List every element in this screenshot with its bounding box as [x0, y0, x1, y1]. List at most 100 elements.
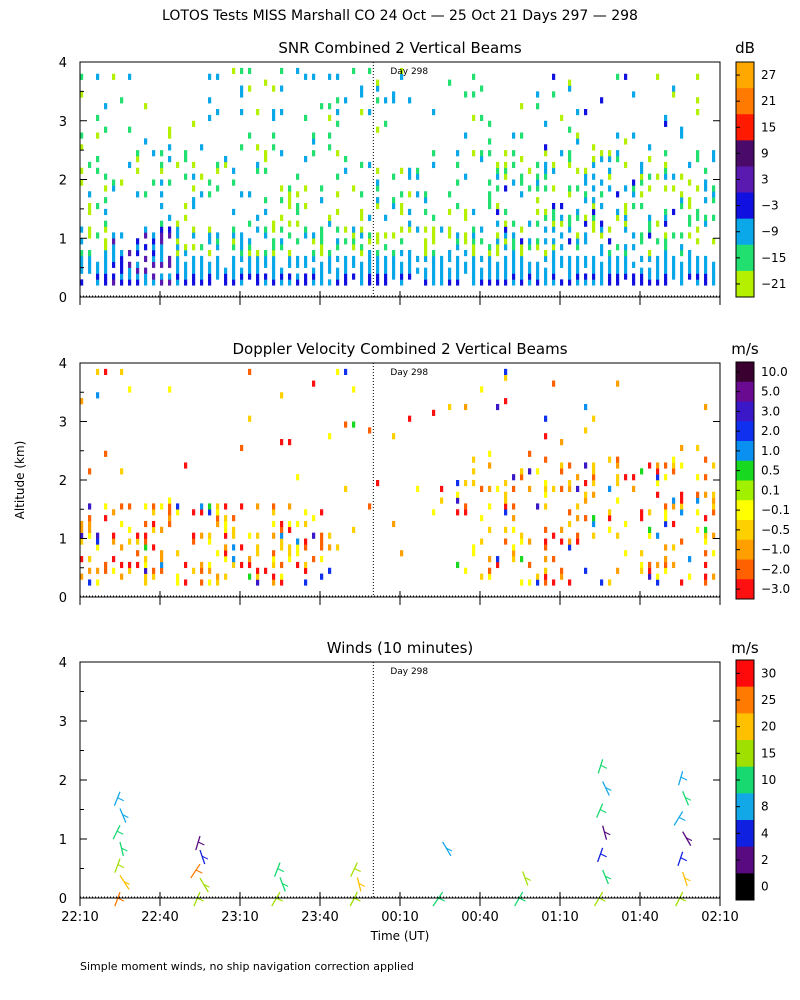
- snr-cell: [352, 238, 356, 245]
- snr-cell: [400, 279, 404, 286]
- snr-cell: [248, 267, 252, 274]
- snr-cell: [544, 214, 548, 221]
- snr-cell: [480, 279, 484, 286]
- snr-cell: [384, 255, 388, 263]
- snr-cell: [352, 185, 356, 192]
- snr-cell: [680, 173, 684, 180]
- snr-cell: [216, 267, 220, 274]
- snr-cell: [104, 220, 108, 227]
- doppler-colorbar-label: 1.0: [761, 444, 780, 458]
- doppler-cell: [584, 515, 588, 522]
- wind-barb-flag: [603, 831, 611, 836]
- doppler-cell: [200, 503, 204, 510]
- doppler-cell: [280, 538, 284, 545]
- snr-cell: [664, 173, 668, 180]
- wind-profile: [432, 841, 453, 907]
- snr-cell: [648, 220, 652, 227]
- snr-cell: [88, 226, 92, 233]
- snr-cell: [608, 150, 612, 157]
- snr-cell: [680, 273, 684, 280]
- snr-cell: [240, 279, 244, 286]
- snr-cell: [200, 255, 204, 263]
- snr-cell: [656, 173, 660, 180]
- snr-cell: [232, 255, 236, 263]
- doppler-cell: [528, 485, 532, 492]
- snr-cell: [664, 232, 668, 239]
- snr-cell: [672, 85, 676, 92]
- wind-barb-flag: [122, 814, 129, 819]
- snr-cell: [472, 267, 476, 274]
- doppler-cell: [560, 526, 564, 533]
- doppler-cell: [184, 561, 188, 569]
- snr-cell: [584, 179, 588, 186]
- doppler-cell: [280, 532, 284, 539]
- snr-cell: [232, 267, 236, 274]
- doppler-cell: [352, 526, 356, 533]
- doppler-cell: [560, 468, 564, 475]
- doppler-cell: [664, 474, 668, 481]
- doppler-cell: [560, 485, 564, 492]
- snr-cell: [520, 255, 524, 263]
- snr-cell: [192, 261, 196, 268]
- wind-barb: [112, 824, 121, 840]
- doppler-cell: [96, 368, 100, 375]
- snr-cell: [664, 255, 668, 263]
- doppler-cell: [560, 538, 564, 545]
- doppler-cell: [448, 403, 452, 411]
- snr-cell: [112, 261, 116, 268]
- snr-cell: [384, 273, 388, 280]
- doppler-cell: [304, 538, 308, 545]
- wind-barb-flag: [605, 786, 612, 791]
- snr-cell: [712, 238, 716, 245]
- doppler-cell: [480, 485, 484, 492]
- snr-cell: [200, 261, 204, 268]
- snr-cell: [496, 273, 500, 280]
- snr-cell: [584, 273, 588, 280]
- snr-cell: [296, 208, 300, 216]
- snr-cell: [576, 279, 580, 286]
- snr-cell: [288, 250, 292, 257]
- doppler-cell: [96, 567, 100, 574]
- snr-cell: [656, 267, 660, 274]
- snr-cell: [512, 238, 516, 245]
- doppler-cell: [672, 468, 676, 475]
- doppler-cell: [592, 462, 596, 469]
- snr-cell: [328, 132, 332, 139]
- snr-cell: [712, 214, 716, 221]
- snr-cell: [192, 279, 196, 286]
- doppler-cell: [168, 503, 172, 510]
- snr-cell: [632, 203, 636, 210]
- doppler-cell: [224, 526, 228, 533]
- wind-profile: [593, 759, 612, 907]
- snr-cell: [424, 267, 428, 274]
- snr-cell: [528, 185, 532, 192]
- snr-cell: [680, 126, 684, 133]
- snr-colorbar-swatch: [736, 218, 754, 246]
- winds-day-label: Day 298: [390, 667, 428, 677]
- snr-cell: [448, 226, 452, 233]
- snr-cell: [256, 261, 260, 268]
- snr-cell: [280, 214, 284, 221]
- snr-cell: [544, 150, 548, 157]
- doppler-cell: [568, 520, 572, 528]
- x-tick-label: 01:40: [621, 910, 658, 925]
- snr-cell: [120, 97, 124, 104]
- snr-cell: [376, 167, 380, 174]
- snr-cell: [248, 244, 252, 251]
- doppler-cell: [584, 567, 588, 574]
- snr-cell: [136, 191, 140, 198]
- snr-cell: [552, 261, 556, 268]
- snr-cell: [408, 267, 412, 274]
- snr-cell: [656, 73, 660, 80]
- doppler-cell: [544, 573, 548, 580]
- doppler-cell: [552, 556, 556, 563]
- snr-cell: [624, 185, 628, 192]
- snr-field: [80, 67, 716, 286]
- doppler-cell: [88, 520, 92, 528]
- snr-cell: [616, 156, 620, 163]
- snr-cell: [664, 273, 668, 280]
- snr-cell: [480, 238, 484, 245]
- snr-colorbar-label: 15: [761, 120, 776, 134]
- snr-cell: [616, 267, 620, 274]
- snr-cell: [120, 261, 124, 268]
